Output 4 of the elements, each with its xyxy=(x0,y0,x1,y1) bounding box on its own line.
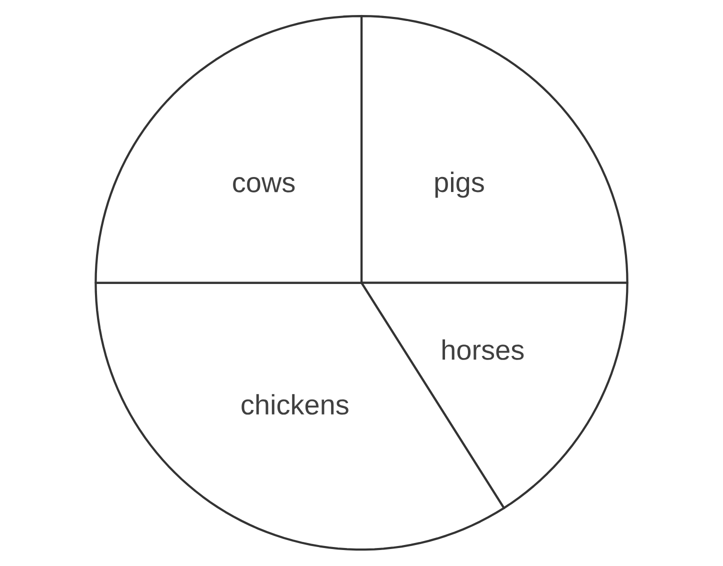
slice-label: cows xyxy=(233,177,295,193)
slice-label: chickens xyxy=(242,394,348,415)
slice-label: horses xyxy=(442,340,524,360)
slice-label: pigs xyxy=(435,172,484,198)
